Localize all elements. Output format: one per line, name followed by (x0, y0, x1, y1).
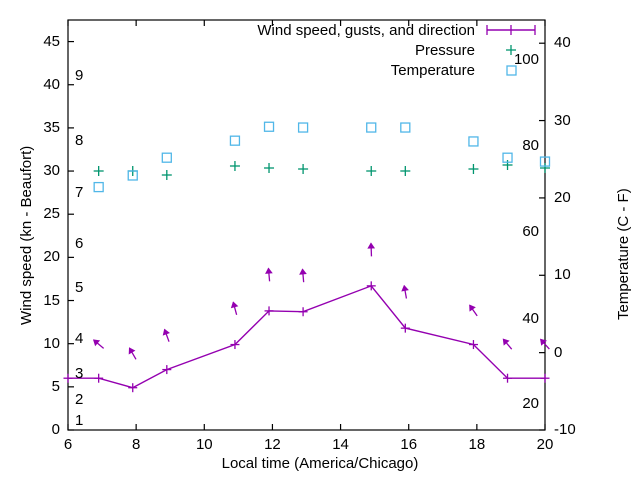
wind-direction-arrow-head (540, 338, 547, 346)
y-axis-right-title: Temperature (C - F) (615, 188, 632, 320)
beaufort-label: 8 (75, 131, 84, 149)
left-tick-label: 0 (51, 421, 60, 438)
left-tick-label: 25 (43, 205, 60, 223)
wind-direction-arrow-head (367, 242, 376, 249)
beaufort-label: 4 (75, 330, 84, 348)
fahrenheit-label: 40 (522, 309, 539, 327)
wind-direction-arrow-head (299, 268, 307, 275)
x-tick-label: 20 (536, 436, 554, 453)
temperature-point (539, 156, 551, 167)
x-tick-label: 14 (332, 436, 349, 453)
legend-key-pressure-icon (485, 42, 537, 58)
legend-label-temperature: Temperature (390, 61, 475, 79)
left-tick-label: 35 (43, 118, 60, 136)
right-tick-label: 0 (554, 343, 563, 361)
temperature-point (297, 122, 309, 133)
right-tick-label: 40 (554, 34, 571, 52)
x-tick-label: 12 (264, 436, 281, 453)
beaufort-label: 3 (75, 364, 84, 382)
y-axis-left-title: Wind speed (kn - Beaufort) (18, 145, 35, 325)
right-tick-label: -10 (554, 421, 576, 438)
wind-direction-arrow-head (401, 284, 409, 292)
plot-frame (67, 19, 546, 431)
legend-item-wind: Wind speed, gusts, and direction (0, 20, 537, 40)
right-tick-label: 30 (554, 111, 571, 129)
left-tick-label: 15 (43, 291, 60, 309)
beaufort-label: 6 (75, 235, 84, 253)
temperature-point (366, 122, 377, 133)
right-tick-label: 10 (554, 266, 571, 284)
x-tick-label: 16 (400, 436, 418, 453)
temperature-point (468, 136, 479, 147)
beaufort-label: 7 (75, 183, 84, 201)
temperature-point (229, 135, 241, 146)
legend-item-temperature: Temperature (0, 60, 537, 80)
x-tick-label: 10 (195, 436, 213, 453)
wind-direction-arrow-head (162, 328, 170, 336)
legend-label-pressure: Pressure (414, 41, 475, 59)
beaufort-label: 9 (75, 67, 84, 85)
x-tick-label: 6 (63, 436, 73, 453)
left-tick-label: 30 (43, 162, 60, 180)
beaufort-label: 1 (75, 412, 84, 430)
left-tick-label: 40 (43, 75, 60, 93)
wind-direction-arrow-head (92, 339, 101, 347)
beaufort-label: 2 (75, 390, 84, 408)
fahrenheit-label: 20 (522, 395, 539, 413)
x-tick-label: 18 (468, 436, 486, 453)
temperature-point (161, 152, 172, 163)
fahrenheit-label: 60 (522, 222, 539, 240)
temperature-point (127, 170, 138, 181)
wind-direction-arrow-head (469, 304, 476, 312)
wind-direction-arrow-head (502, 338, 510, 346)
fahrenheit-label: 80 (522, 137, 539, 155)
legend-key-temperature-icon (485, 62, 537, 78)
temperature-point (502, 152, 513, 163)
wind-speed-line (68, 285, 545, 389)
temperature-point (263, 121, 275, 132)
legend-item-pressure: Pressure (0, 40, 537, 60)
wind-direction-arrow-head (128, 347, 136, 355)
right-tick-label: 20 (554, 188, 571, 206)
left-tick-label: 45 (43, 32, 60, 50)
left-tick-label: 20 (43, 248, 60, 266)
beaufort-label: 5 (75, 278, 84, 296)
wind-direction-arrow-head (230, 301, 239, 309)
temperature-point (400, 122, 411, 133)
fahrenheit-label: 100 (513, 51, 539, 69)
x-axis-title: Local time (America/Chicago) (221, 455, 419, 472)
legend-key-wind-icon (485, 22, 537, 38)
left-tick-label: 10 (43, 334, 60, 352)
legend: Wind speed, gusts, and direction Pressur… (0, 20, 537, 80)
x-tick-label: 8 (131, 436, 141, 453)
temperature-point (93, 181, 104, 193)
left-tick-label: 5 (51, 377, 60, 395)
legend-label-wind: Wind speed, gusts, and direction (257, 21, 475, 39)
wind-direction-arrow-head (265, 267, 273, 274)
